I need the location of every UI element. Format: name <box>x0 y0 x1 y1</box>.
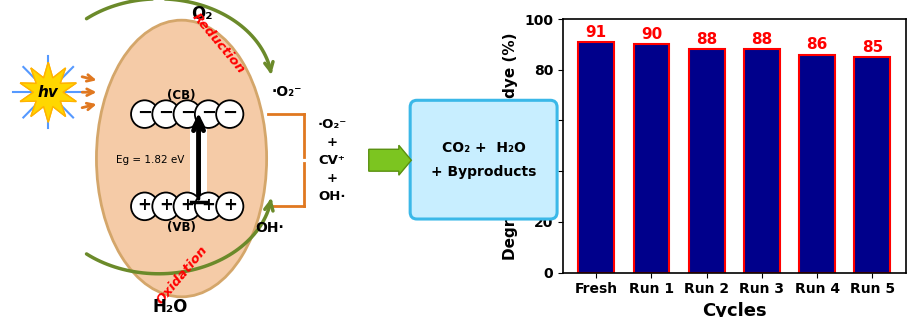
Bar <box>799 55 835 273</box>
FancyArrow shape <box>369 145 411 175</box>
Text: Reduction: Reduction <box>189 10 247 76</box>
Polygon shape <box>20 62 76 122</box>
Text: 88: 88 <box>696 32 717 48</box>
Text: ·O₂⁻: ·O₂⁻ <box>271 85 302 99</box>
Circle shape <box>131 100 158 128</box>
Bar <box>633 44 670 273</box>
Circle shape <box>152 192 179 220</box>
Text: +: + <box>223 196 237 214</box>
Text: OH·: OH· <box>255 221 284 235</box>
Text: −: − <box>179 104 195 122</box>
Text: +: + <box>180 196 194 214</box>
Text: (VB): (VB) <box>167 221 196 234</box>
Circle shape <box>216 192 243 220</box>
Text: 85: 85 <box>862 40 883 55</box>
Text: +: + <box>159 196 173 214</box>
Text: +: + <box>138 196 152 214</box>
Text: −: − <box>158 104 174 122</box>
Text: hv: hv <box>38 85 59 100</box>
Text: −: − <box>222 104 237 122</box>
Ellipse shape <box>96 20 266 297</box>
Polygon shape <box>20 62 76 122</box>
Text: 90: 90 <box>640 27 662 42</box>
Text: CO₂ +  H₂O
+ Byproducts: CO₂ + H₂O + Byproducts <box>431 141 536 178</box>
Text: 88: 88 <box>751 32 772 48</box>
Circle shape <box>195 100 222 128</box>
Text: 91: 91 <box>586 25 607 40</box>
Circle shape <box>174 192 200 220</box>
Circle shape <box>152 100 179 128</box>
Text: +: + <box>201 196 215 214</box>
Y-axis label: Degradation of CV dye (%): Degradation of CV dye (%) <box>503 32 519 260</box>
Text: (CB): (CB) <box>167 88 196 102</box>
Circle shape <box>174 100 200 128</box>
X-axis label: Cycles: Cycles <box>702 302 767 317</box>
Text: H₂O: H₂O <box>153 298 188 316</box>
Text: O₂: O₂ <box>190 5 212 23</box>
Text: −: − <box>201 104 216 122</box>
Bar <box>744 49 780 273</box>
Text: Oxidation: Oxidation <box>154 244 210 307</box>
Bar <box>578 42 614 273</box>
Text: −: − <box>137 104 152 122</box>
FancyBboxPatch shape <box>410 100 557 219</box>
Circle shape <box>131 192 158 220</box>
Text: 86: 86 <box>806 37 828 53</box>
Bar <box>190 115 207 204</box>
Bar <box>689 49 725 273</box>
Text: Eg = 1.82 eV: Eg = 1.82 eV <box>116 155 185 165</box>
Circle shape <box>195 192 222 220</box>
Bar <box>855 57 890 273</box>
Circle shape <box>216 100 243 128</box>
Text: ·O₂⁻
+
CV⁺
+
OH·: ·O₂⁻ + CV⁺ + OH· <box>318 118 347 203</box>
